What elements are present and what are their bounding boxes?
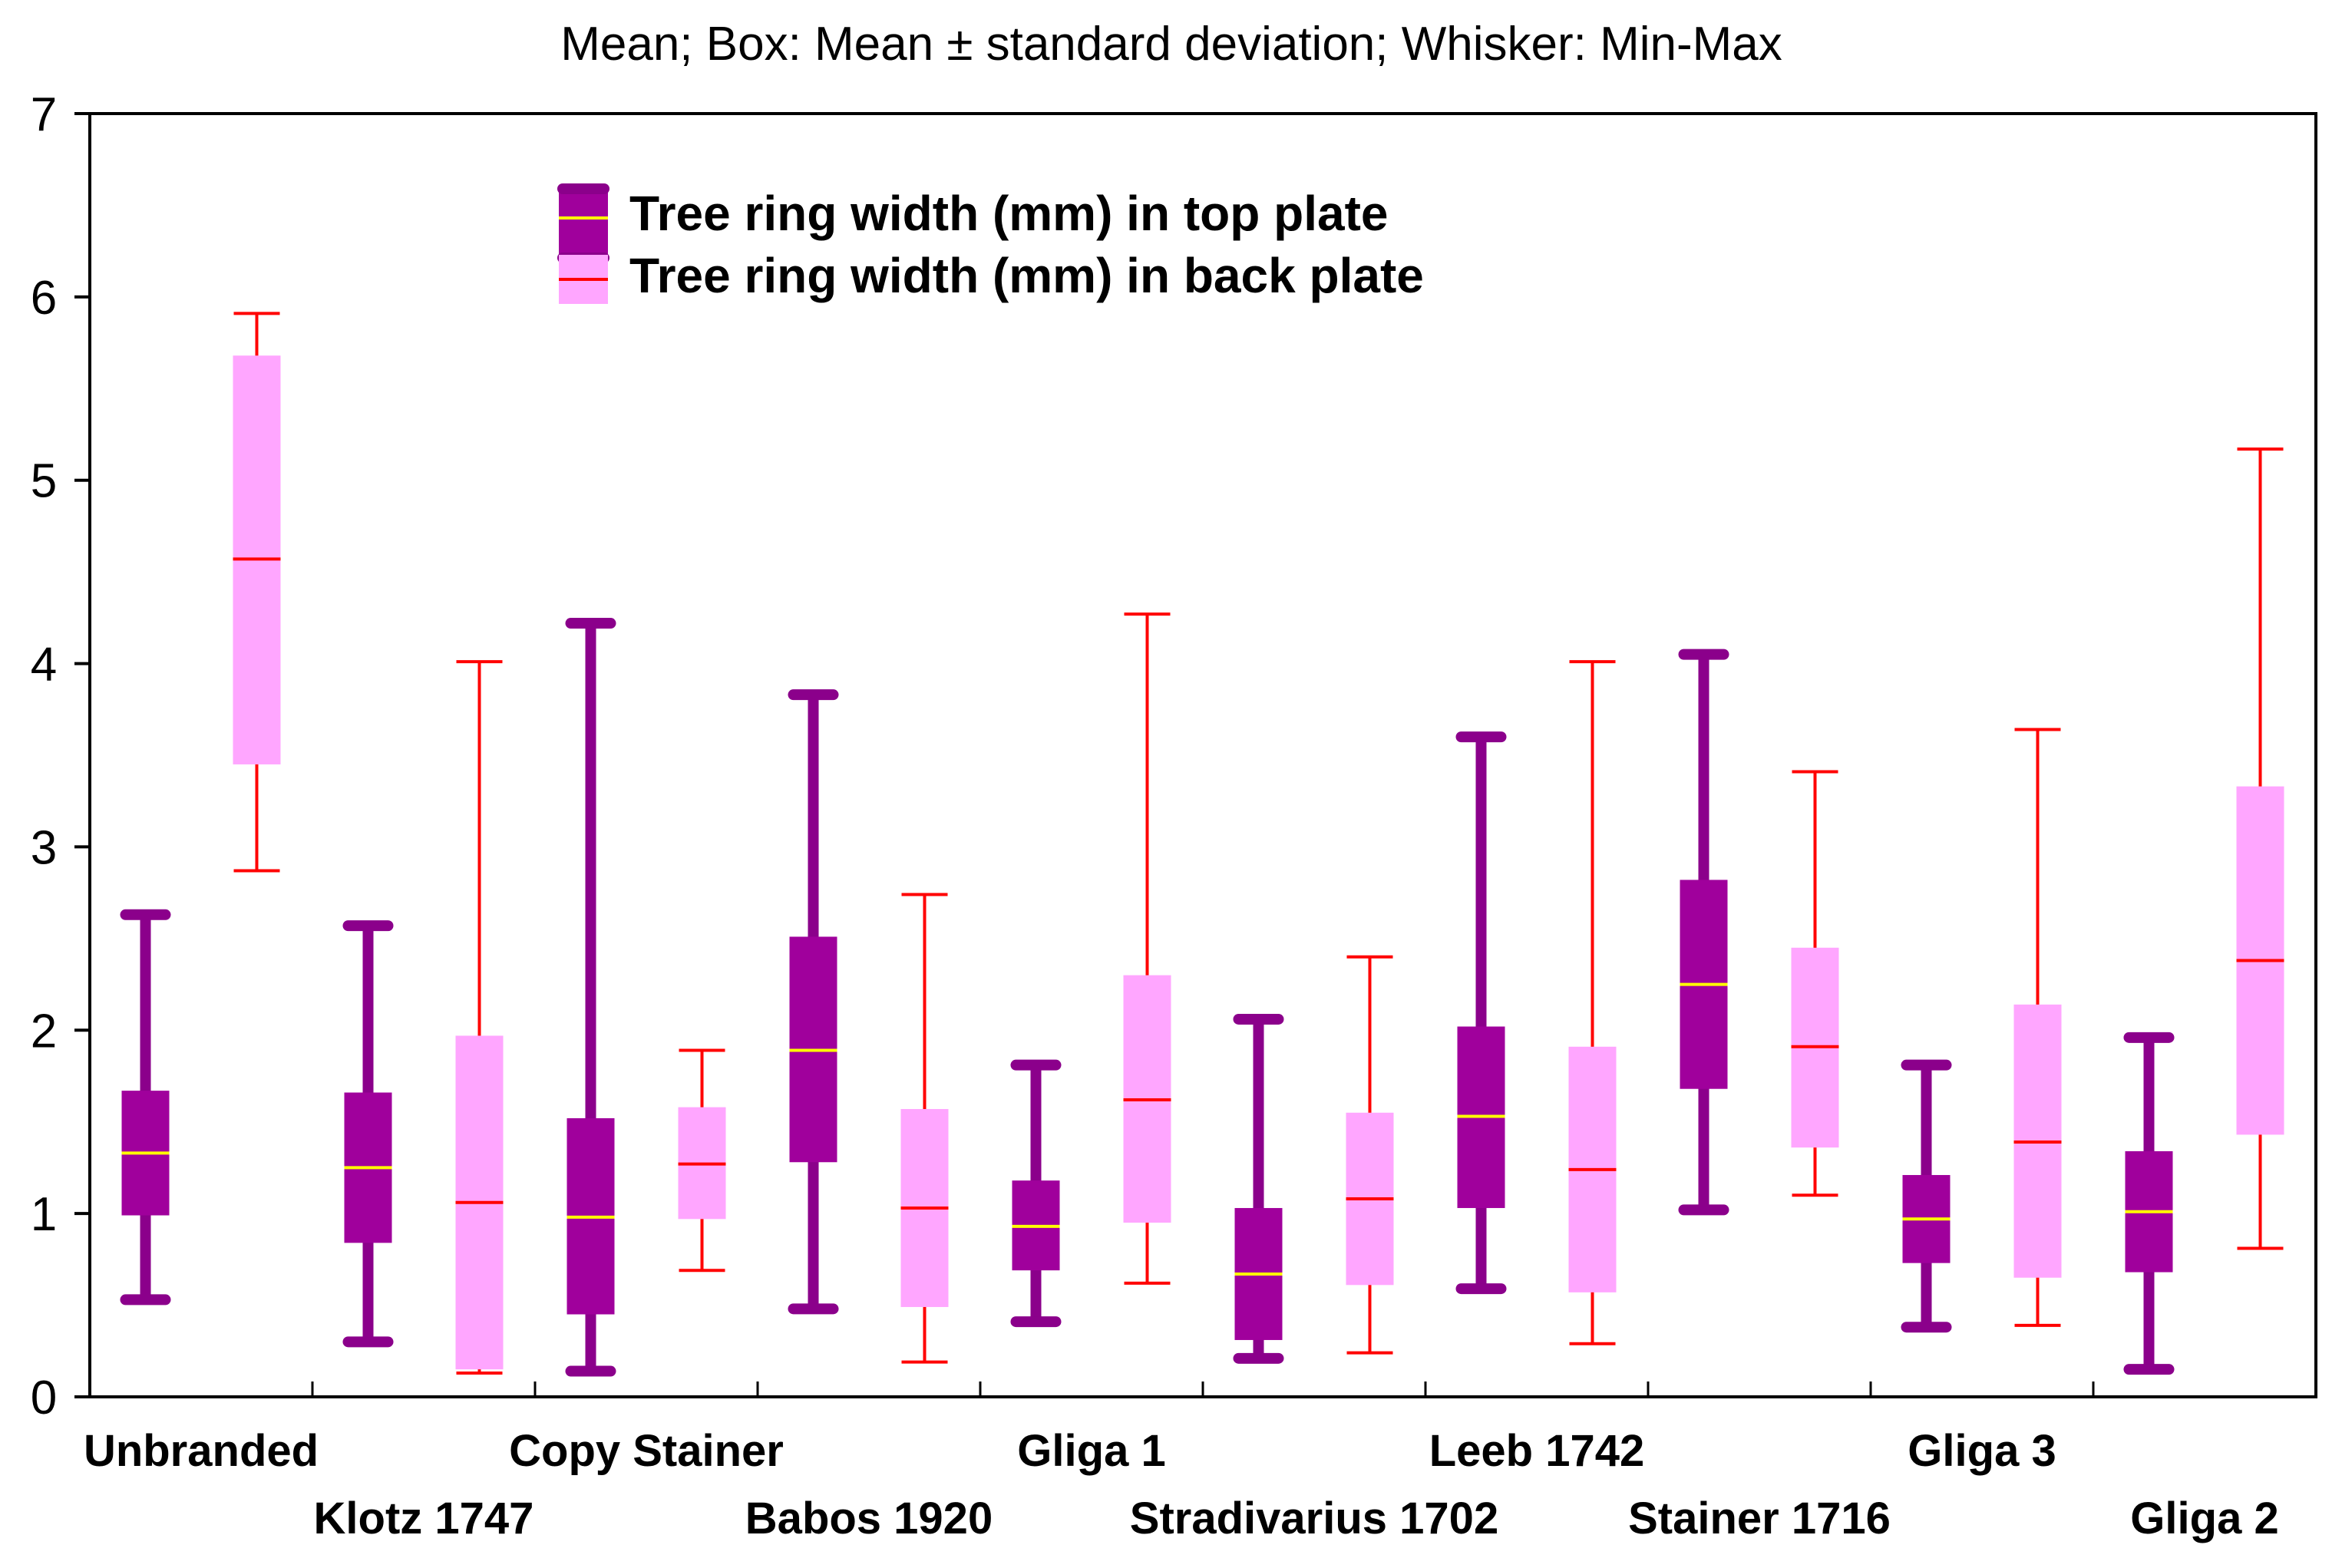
box-group-top-plate-1	[342, 920, 394, 1348]
box-group-top-plate-0	[120, 909, 171, 1306]
y-tick-label-1: 1	[31, 1188, 57, 1241]
x-axis: Unbranded Klotz 1747 Copy Stainer Babos 192…	[84, 1381, 2279, 1543]
legend: Tree ring width (mm) in top plate Tree r…	[557, 183, 1424, 304]
category-label-2: Copy Stainer	[509, 1426, 784, 1476]
box-group-back-plate-0	[233, 312, 281, 873]
box-group-top-plate-7	[1678, 649, 1729, 1216]
legend-label-back-plate: Tree ring width (mm) in back plate	[629, 248, 1424, 303]
category-label-5: Stradivarius 1702	[1130, 1494, 1498, 1543]
category-label-7: Stainer 1716	[1628, 1494, 1891, 1543]
category-label-0: Unbranded	[84, 1426, 319, 1476]
box-group-top-plate-9	[2123, 1032, 2175, 1375]
y-tick-label-7: 7	[31, 88, 57, 141]
box-group-top-plate-3	[788, 689, 839, 1315]
box-group-top-plate-6	[1455, 731, 1507, 1295]
plot-area	[120, 312, 2284, 1377]
y-axis: 0 1 2 3 4 5 6 7	[31, 88, 90, 1424]
box-group-top-plate-4	[1010, 1059, 1062, 1328]
y-tick-label-2: 2	[31, 1005, 57, 1058]
category-label-1: Klotz 1747	[314, 1494, 534, 1543]
y-tick-label-5: 5	[31, 455, 57, 508]
y-tick-label-4: 4	[31, 639, 57, 692]
category-label-8: Gliga 3	[1908, 1426, 2056, 1476]
chart-title: Mean; Box: Mean ± standard deviation; Wh…	[560, 18, 1782, 71]
box-group-top-plate-5	[1233, 1013, 1284, 1364]
box-group-back-plate-9	[2236, 447, 2284, 1250]
box-group-back-plate-7	[1791, 770, 1839, 1197]
legend-label-top-plate: Tree ring width (mm) in top plate	[629, 186, 1388, 241]
plot-area-frame	[88, 112, 2317, 1398]
box-group-back-plate-3	[900, 893, 949, 1364]
box-group-back-plate-8	[2013, 728, 2062, 1327]
box-group-back-plate-4	[1123, 612, 1171, 1285]
box-group-top-plate-2	[565, 618, 616, 1377]
category-label-3: Babos 1920	[745, 1494, 993, 1543]
category-label-6: Leeb 1742	[1429, 1426, 1645, 1476]
y-tick-label-3: 3	[31, 821, 57, 874]
y-tick-label-6: 6	[31, 272, 57, 325]
legend-entry-top-plate: Tree ring width (mm) in top plate	[557, 183, 1388, 263]
box-group-back-plate-5	[1346, 955, 1394, 1355]
box-group-top-plate-8	[1901, 1059, 1952, 1333]
category-label-4: Gliga 1	[1017, 1426, 1165, 1476]
box-group-back-plate-1	[455, 660, 504, 1375]
y-tick-label-0: 0	[31, 1372, 57, 1424]
box-group-back-plate-6	[1568, 660, 1617, 1345]
box-group-back-plate-2	[678, 1048, 726, 1273]
legend-swatch-top-plate	[559, 189, 608, 258]
category-label-9: Gliga 2	[2130, 1494, 2278, 1543]
legend-entry-back-plate: Tree ring width (mm) in back plate	[559, 248, 1424, 304]
